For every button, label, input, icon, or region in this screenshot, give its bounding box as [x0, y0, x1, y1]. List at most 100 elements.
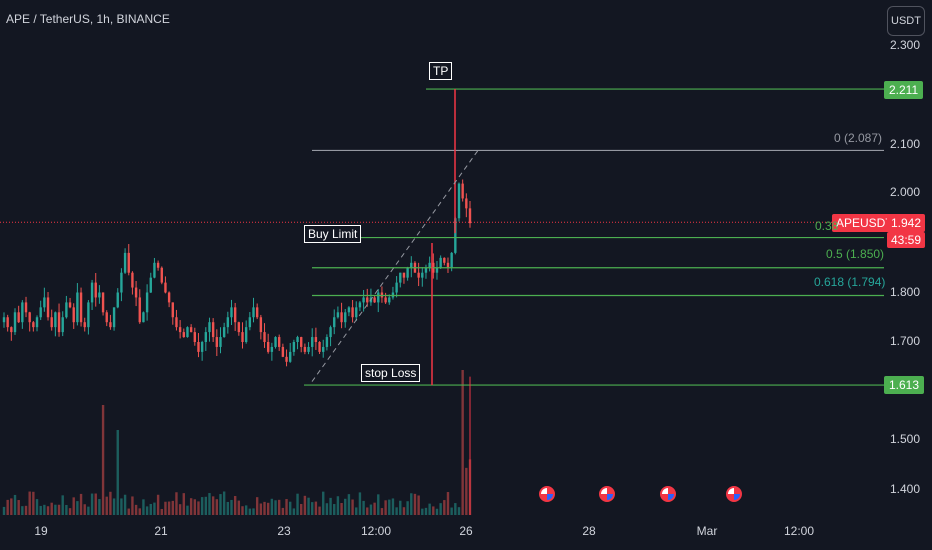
time-tick: 21: [154, 524, 168, 538]
candle-body: [171, 302, 174, 318]
candle-body: [72, 307, 75, 323]
volume-bar: [417, 495, 420, 515]
volume-bar: [50, 502, 53, 515]
volume-bar: [46, 506, 50, 515]
candle-body: [76, 292, 79, 323]
volume-bar: [303, 495, 307, 515]
tp-price-badge: 2.211: [884, 81, 924, 99]
fib-trend-line: [311, 150, 479, 382]
volume-bar: [153, 502, 156, 515]
volume-bar: [421, 508, 424, 515]
volume-bar: [215, 499, 219, 515]
volume-bar: [358, 492, 362, 515]
volume-bar: [292, 508, 296, 515]
time-tick: Mar: [696, 524, 718, 538]
volume-bar: [277, 499, 281, 515]
volume-bar: [156, 494, 160, 515]
candle-body: [219, 337, 222, 347]
candle-body: [105, 312, 108, 323]
candle-body: [17, 312, 20, 323]
candle-body: [384, 297, 387, 303]
volume-bar: [457, 507, 461, 515]
us-flag-icon[interactable]: [539, 486, 555, 502]
candle-body: [450, 252, 453, 268]
candle-body: [355, 307, 358, 318]
volume-bar: [200, 497, 204, 515]
candle-body: [6, 317, 9, 328]
volume-bar: [175, 492, 178, 515]
volume-bar: [259, 503, 263, 515]
candle-body: [87, 302, 90, 328]
candle-body: [32, 322, 35, 328]
candle-body: [344, 312, 347, 323]
candle-body: [270, 346, 274, 352]
volume-bar: [208, 493, 211, 515]
volume-bar: [6, 499, 9, 515]
candle-body: [61, 317, 64, 333]
candle-body: [13, 312, 17, 333]
volume-bar: [149, 503, 152, 515]
candle-body: [322, 346, 325, 352]
volume-bar: [336, 496, 340, 515]
volume-bar: [252, 508, 255, 515]
volume-bar: [79, 493, 83, 515]
volume-bar: [406, 501, 409, 515]
buy-limit-annotation[interactable]: Buy Limit: [304, 225, 362, 243]
symbol-badge: APEUSDT: [832, 214, 897, 232]
stop-loss-annotation[interactable]: stop Loss: [361, 364, 421, 382]
us-flag-icon[interactable]: [726, 486, 742, 502]
candle-body: [366, 297, 369, 303]
volume-bar: [211, 496, 215, 515]
volume-bar: [182, 493, 185, 515]
candle-body: [233, 307, 237, 323]
candle-body: [395, 282, 398, 293]
candle-body: [255, 307, 259, 318]
volume-bar: [204, 496, 208, 515]
us-flag-icon[interactable]: [599, 486, 615, 502]
volume-bar: [454, 503, 457, 515]
candle-body: [186, 327, 189, 338]
volume-bar: [222, 491, 226, 515]
volume-bar: [435, 508, 439, 515]
candle-body: [468, 208, 472, 224]
candle-body: [362, 297, 365, 303]
candle-body: [142, 312, 145, 323]
volume-bar: [388, 499, 391, 515]
volume-bar: [274, 500, 277, 515]
candle-body: [10, 327, 13, 333]
price-tick: 1.800: [890, 285, 921, 299]
candle-body: [303, 346, 307, 352]
volume-bar: [322, 491, 325, 515]
volume-bar: [395, 507, 398, 515]
candle-body: [46, 297, 50, 318]
candle-body: [83, 322, 86, 328]
volume-bar: [76, 501, 79, 515]
volume-bar: [380, 508, 384, 515]
candle-body: [68, 302, 72, 308]
currency-button[interactable]: USDT: [887, 6, 925, 36]
volume-bar: [362, 500, 365, 515]
countdown-badge: 43:59: [887, 232, 926, 248]
candle-body: [134, 287, 138, 298]
time-tick: 12:00: [783, 524, 815, 538]
candle-body: [39, 307, 42, 318]
tp-annotation[interactable]: TP: [429, 62, 453, 80]
volume-bar: [87, 506, 90, 515]
candle-body: [277, 337, 281, 347]
volume-bar: [344, 498, 347, 515]
candle-body: [54, 312, 57, 328]
candle-body: [204, 332, 208, 342]
candle-body: [333, 317, 336, 328]
volume-bar: [402, 507, 406, 515]
volume-bar: [413, 493, 417, 515]
us-flag-icon[interactable]: [660, 486, 676, 502]
time-tick: 26: [459, 524, 473, 538]
volume-bar: [285, 499, 288, 515]
candle-body: [109, 322, 112, 328]
volume-bar: [112, 498, 116, 515]
candle-body: [266, 342, 270, 352]
candle-body: [399, 272, 402, 283]
price-tick: 1.500: [890, 432, 921, 446]
price-tick: 2.000: [890, 185, 921, 199]
